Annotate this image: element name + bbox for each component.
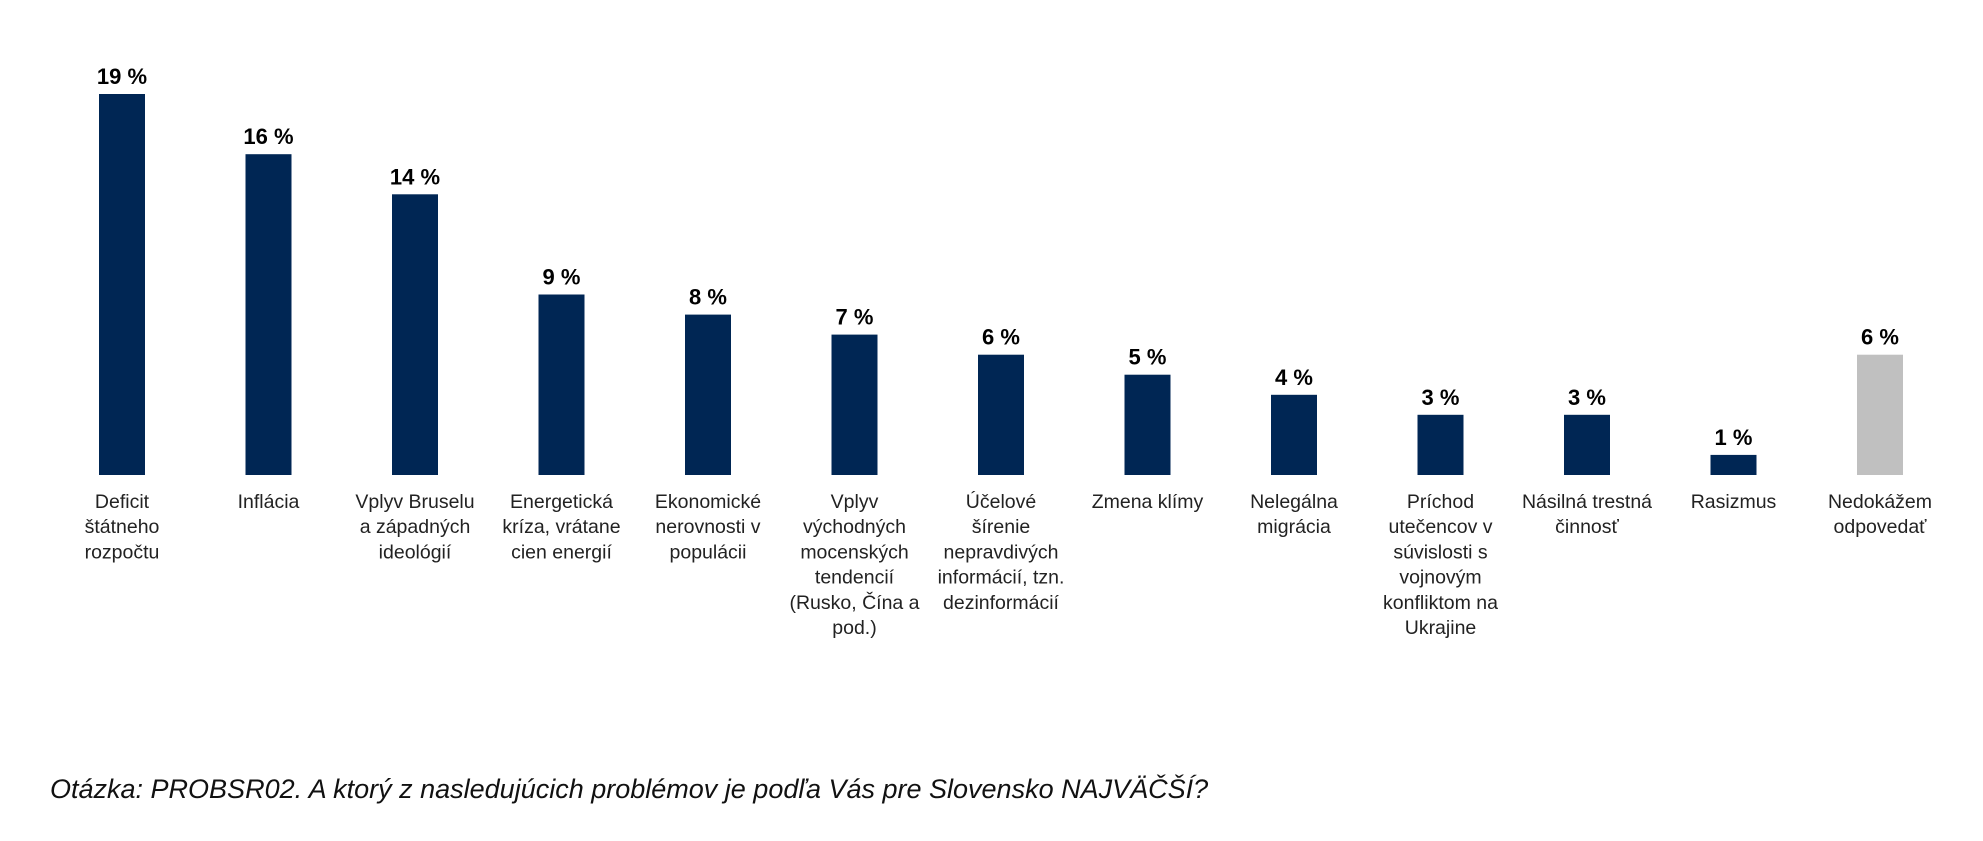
category-label-line: a západných [360,516,471,538]
category-label: Energetická kríza, vrátane cien energií [502,491,620,563]
category-label-line: pod.) [832,617,876,639]
category-label-line: Rasizmus [1691,491,1777,513]
category-label: Účelové šírenie nepravdivých informácií, tz… [938,490,1065,614]
bar [245,154,292,475]
category-label-line: súvislosti s [1393,541,1488,563]
category-label: Inflácia [238,491,300,513]
category-label-line: Inflácia [238,491,300,513]
bar [1124,374,1171,475]
category-label: Nelegálna migrácia [1250,491,1338,538]
category-label: Príchod utečencov v súvislosti s vojnovým ko… [1383,491,1498,639]
bar-value-label: 5 % [1129,345,1167,370]
category-label-line: Nelegálna [1250,491,1338,513]
category-label-line: odpovedať [1834,516,1928,538]
bar [99,94,145,475]
category-label-line: Vplyv [831,491,879,513]
category-label-line: Násilná trestná [1522,491,1652,513]
survey-question-footnote: Otázka: PROBSR02. A ktorý z nasledujúcic… [50,774,1209,804]
category-label: Zmena klímy [1092,491,1204,513]
category-label-line: (Rusko, Čína a [789,591,919,614]
category-label-line: nepravdivých [944,541,1059,563]
category-label: Nedokážem odpovedať [1828,491,1932,538]
bar-value-label: 4 % [1275,365,1313,390]
category-label-line: tendencií [815,567,895,589]
category-label-line: migrácia [1257,516,1331,538]
bar [538,294,585,475]
category-label-line: nerovnosti v [655,516,760,538]
category-label-line: mocenských [800,541,908,563]
category-label: Ekonomické nerovnosti v populácii [655,491,761,563]
bar-value-label: 9 % [543,265,581,290]
category-label-line: Deficit [95,491,150,513]
category-label-line: utečencov v [1388,516,1492,538]
category-label-line: rozpočtu [85,541,160,563]
category-label-line: Ukrajine [1405,617,1477,639]
bar-value-label: 1 % [1715,425,1753,450]
category-label-line: Energetická [510,491,613,513]
category-label-line: dezinformácií [943,592,1060,614]
bar-value-label: 19 % [97,64,147,89]
category-label-line: Ekonomické [655,491,761,513]
category-label-line: Nedokážem [1828,491,1932,513]
bar-value-label: 3 % [1422,385,1460,410]
category-label: Rasizmus [1691,491,1777,513]
category-label-line: štátneho [85,516,160,538]
bar-value-label: 6 % [982,325,1020,350]
category-label-line: ideológií [379,541,452,563]
category-label-line: šírenie [972,516,1031,538]
category-label-line: činnosť [1555,516,1619,538]
bar [392,194,438,476]
category-label: Vplyv východných mocenských tendencií (Rusko… [789,491,919,639]
bar [1710,454,1757,475]
category-label: Vplyv Bruselu a západných ideológií [355,491,474,563]
category-label: Násilná trestná činnosť [1522,491,1652,538]
bar [1564,414,1610,475]
category-label-line: konfliktom na [1383,592,1498,614]
category-label-line: vojnovým [1399,567,1481,589]
category-label: Deficit štátneho rozpočtu [85,491,160,563]
bar [1857,354,1903,475]
bar-value-label: 6 % [1861,325,1899,350]
bar-value-label: 16 % [243,124,293,149]
category-label-line: informácií, tzn. [938,567,1065,589]
category-label-line: Účelové [966,490,1036,513]
bar [1417,414,1464,475]
bar [685,314,731,475]
category-label-line: Príchod [1407,491,1474,513]
bar-value-label: 7 % [836,305,874,330]
bar-value-label: 8 % [689,285,727,310]
category-label-line: Zmena klímy [1092,491,1204,513]
category-label-line: kríza, vrátane [502,516,620,538]
category-label-line: cien energií [511,541,612,563]
bar [1271,394,1317,475]
bar [978,354,1024,475]
category-label-line: Vplyv Bruselu [355,491,474,513]
category-label-line: východných [803,516,906,538]
bar [831,334,878,475]
bar-value-label: 14 % [390,164,440,189]
category-label-line: populácii [670,541,747,563]
bar-value-label: 3 % [1568,385,1606,410]
